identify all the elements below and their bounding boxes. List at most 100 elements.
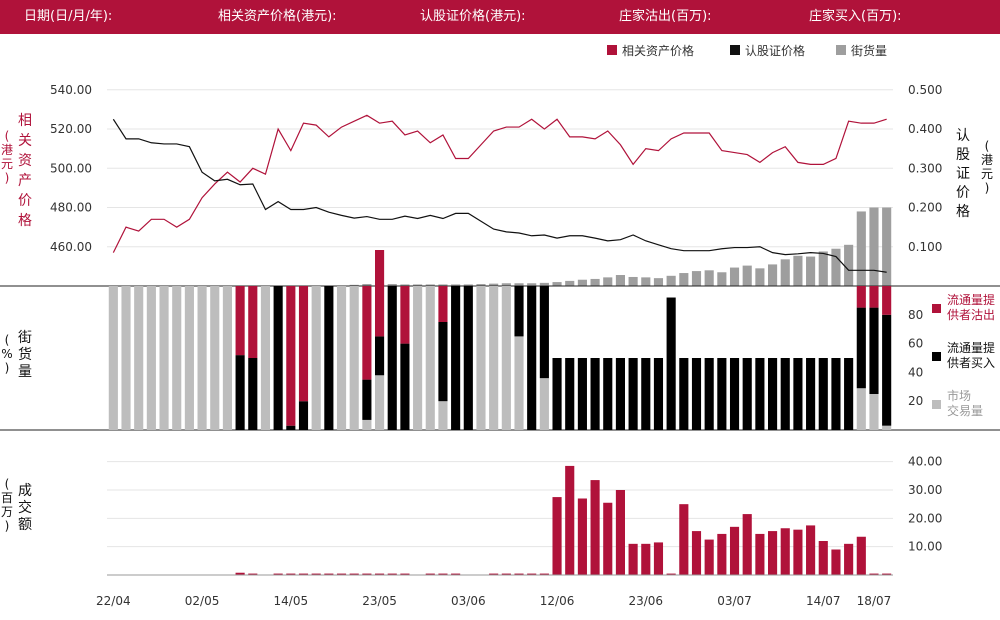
mm-buy-bar <box>755 358 765 430</box>
volume-bar <box>729 526 740 575</box>
volume-bar <box>514 573 524 575</box>
market-volume-bar <box>197 286 207 430</box>
outstanding-bar <box>476 284 486 286</box>
vol-title-unit-char: ( <box>5 477 10 491</box>
volume-bar <box>387 573 397 575</box>
market-volume-bar <box>362 419 372 430</box>
volume-bar <box>590 480 600 575</box>
pct-title-char: 街 <box>18 330 32 346</box>
legend-underlying-label: 相关资产价格 <box>622 43 694 58</box>
market-volume-bar <box>336 286 347 430</box>
pct-tick-label: 20 <box>908 394 923 408</box>
market-volume-bar <box>489 286 499 430</box>
legend-buy-label: 供者买入 <box>947 356 995 370</box>
outstanding-bar <box>780 259 790 286</box>
y-right-tick-label: 0.400 <box>908 122 942 136</box>
market-volume-bar <box>349 286 359 430</box>
y-left-title-char: 相 <box>18 113 32 129</box>
mm-buy-bar <box>882 314 892 426</box>
pct-title-unit-char: ( <box>5 333 10 347</box>
mm-buy-bar <box>552 358 562 430</box>
mm-buy-bar <box>806 358 816 430</box>
vol-title-unit-char: ) <box>5 519 10 533</box>
mm-buy-bar <box>235 355 245 430</box>
volume-bar <box>577 498 587 575</box>
y-right-title-unit-char: ( <box>985 139 990 153</box>
vol-tick-label: 40.00 <box>908 455 942 469</box>
mm-buy-bar <box>729 358 740 430</box>
market-volume-bar <box>501 286 511 430</box>
volume-bar <box>691 531 702 575</box>
mm-buy-bar <box>856 307 866 389</box>
y-left-title-char: 关 <box>18 133 32 149</box>
outstanding-bar <box>666 275 676 286</box>
outstanding-bar <box>463 284 473 286</box>
y-left-title-char: 价 <box>18 193 32 209</box>
x-tick-label: 02/05 <box>185 594 220 608</box>
underlying-price-line <box>112 114 887 253</box>
mm-sell-bar <box>286 286 296 426</box>
volume-bar <box>844 543 854 575</box>
y-left-title-char: 格 <box>18 213 32 229</box>
outstanding-bar <box>615 275 625 286</box>
x-tick-label: 03/06 <box>451 594 486 608</box>
outstanding-bar <box>590 278 600 286</box>
outstanding-bar <box>755 268 765 286</box>
outstanding-bar <box>603 277 613 286</box>
mm-buy-bar <box>590 358 600 430</box>
market-volume-bar <box>311 286 321 430</box>
market-volume-bar <box>172 286 182 430</box>
legend-outstanding-swatch <box>836 45 846 55</box>
vol-title-char: 交 <box>18 499 32 516</box>
volume-bar <box>501 573 511 575</box>
volume-bar <box>653 542 664 575</box>
pct-tick-label: 60 <box>908 337 923 351</box>
y-left-title-unit-char: 元 <box>1 157 13 171</box>
volume-bar <box>615 490 625 575</box>
market-volume-bar <box>514 336 524 430</box>
volume-bar <box>235 572 245 575</box>
volume-bar <box>755 533 765 575</box>
mm-buy-label: 庄家买入(百万): <box>809 9 902 24</box>
y-right-tick-label: 0.500 <box>908 83 942 97</box>
outstanding-bar <box>349 284 359 286</box>
outstanding-bar <box>717 272 727 286</box>
volume-bar <box>742 514 752 575</box>
outstanding-bar <box>425 284 435 286</box>
market-volume-bar <box>438 401 448 430</box>
mm-sell-bar <box>362 286 372 380</box>
y-left-title-unit-char: ( <box>5 129 10 143</box>
volume-bar <box>451 573 461 575</box>
mm-buy-bar <box>527 286 537 430</box>
pct-title-unit-char: ) <box>5 361 10 375</box>
outstanding-bar <box>806 256 816 286</box>
outstanding-bar <box>742 265 752 286</box>
mm-buy-bar <box>362 379 372 420</box>
mm-buy-bar <box>704 358 714 430</box>
mm-buy-bar <box>387 286 397 430</box>
mm-buy-bar <box>565 358 575 430</box>
mm-buy-bar <box>628 358 638 430</box>
mm-buy-bar <box>577 358 587 430</box>
mm-buy-bar <box>286 425 296 430</box>
outstanding-bar <box>641 277 651 286</box>
legend-market-label: 市场 <box>947 388 971 403</box>
pct-tick-label: 80 <box>908 308 923 322</box>
volume-bar <box>552 497 562 575</box>
market-volume-bar <box>184 286 194 430</box>
warrant-price-line <box>112 118 887 273</box>
market-volume-bar <box>146 286 156 430</box>
outstanding-bar <box>831 248 841 286</box>
legend-market-swatch <box>932 400 941 409</box>
mm-buy-bar <box>451 286 461 430</box>
mm-buy-bar <box>780 358 790 430</box>
volume-bar <box>806 525 816 575</box>
mm-buy-bar <box>641 358 651 430</box>
x-tick-label: 23/05 <box>362 594 397 608</box>
legend-warrant-label: 认股证价格 <box>745 43 805 58</box>
market-volume-bar <box>476 286 486 430</box>
volume-bar <box>628 543 638 575</box>
vol-title-unit-char: 百 <box>1 491 13 505</box>
mm-sell-bar <box>400 286 410 344</box>
outstanding-bar <box>387 284 397 286</box>
